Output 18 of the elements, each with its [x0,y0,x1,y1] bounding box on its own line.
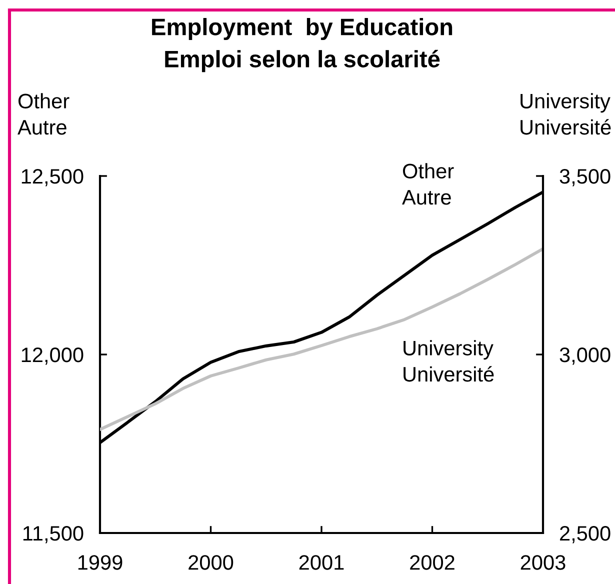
x-tick-label: 2003 [520,555,566,570]
y-tick-label: 12,500 [22,169,84,186]
series-label: University Université [404,340,494,382]
y2-axis-title: University Université [520,93,611,135]
chart-subtitle: Emploi selon la scolarité [165,50,440,72]
x-tick-label: 2001 [299,555,344,570]
chart-title: Employment by Education [152,18,452,40]
x-tick-label: 2000 [188,555,234,570]
y2-tick-label: 2,500 [560,526,610,544]
x-tick-label: 1999 [78,555,122,570]
y2-tick-label: 3,500 [560,169,610,186]
x-tick-label: 2002 [410,555,454,570]
y-tick-label: 11,500 [23,526,84,544]
line-series [100,247,543,431]
y-tick-label: 12,000 [22,348,84,365]
series-label: Other Autre [402,163,454,205]
y-axis-title: Other Autre [18,93,70,135]
y2-tick-label: 3,000 [560,348,610,365]
